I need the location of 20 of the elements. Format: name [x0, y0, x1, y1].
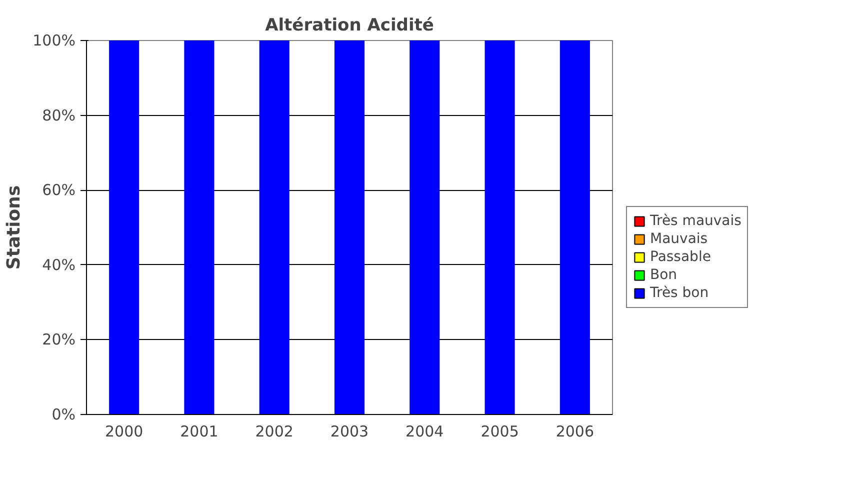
- legend-label: Bon: [650, 267, 678, 283]
- x-tick-label: 2005: [480, 422, 519, 440]
- x-tick-label: 2006: [556, 422, 594, 440]
- x-tick-label: 2003: [330, 422, 369, 440]
- x-tick-label: 2004: [406, 422, 444, 440]
- y-axis-title: Stations: [4, 185, 25, 270]
- legend-label: Mauvais: [650, 231, 708, 247]
- y-tick-label: 80%: [42, 106, 76, 124]
- legend-label: Passable: [650, 249, 711, 265]
- y-tick-label: 20%: [42, 330, 76, 349]
- legend-label: Très bon: [650, 285, 709, 301]
- x-tick-label: 2002: [255, 422, 294, 440]
- x-tick-label: 2001: [180, 422, 218, 440]
- y-tick-label: 100%: [32, 32, 76, 50]
- x-tick-label: 2000: [104, 422, 144, 440]
- y-tick-label: 60%: [42, 181, 76, 200]
- y-tick-label: 0%: [52, 406, 76, 424]
- y-tick-label: 40%: [42, 256, 76, 274]
- chart-title: Altération Acidité: [265, 16, 434, 36]
- legend-label: Très mauvais: [650, 213, 742, 229]
